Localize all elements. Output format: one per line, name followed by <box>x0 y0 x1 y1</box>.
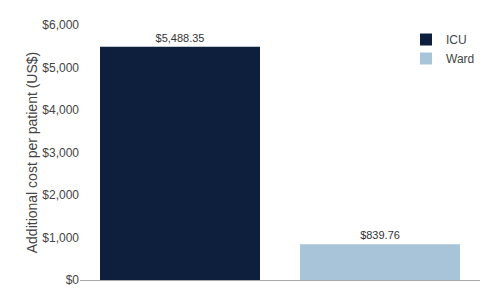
svg-text:Additional cost per patient (U: Additional cost per patient (US$) <box>24 52 40 254</box>
svg-text:$6,000: $6,000 <box>42 18 79 32</box>
svg-text:$5,000: $5,000 <box>42 61 79 75</box>
svg-text:$4,000: $4,000 <box>42 103 79 117</box>
svg-text:$0: $0 <box>66 273 80 287</box>
svg-text:$3,000: $3,000 <box>42 146 79 160</box>
svg-text:Ward: Ward <box>446 52 474 66</box>
svg-text:$1,000: $1,000 <box>42 231 79 245</box>
svg-text:$839.76: $839.76 <box>360 229 400 241</box>
svg-text:ICU: ICU <box>446 33 467 47</box>
svg-text:$2,000: $2,000 <box>42 188 79 202</box>
svg-text:$5,488.35: $5,488.35 <box>156 32 205 44</box>
